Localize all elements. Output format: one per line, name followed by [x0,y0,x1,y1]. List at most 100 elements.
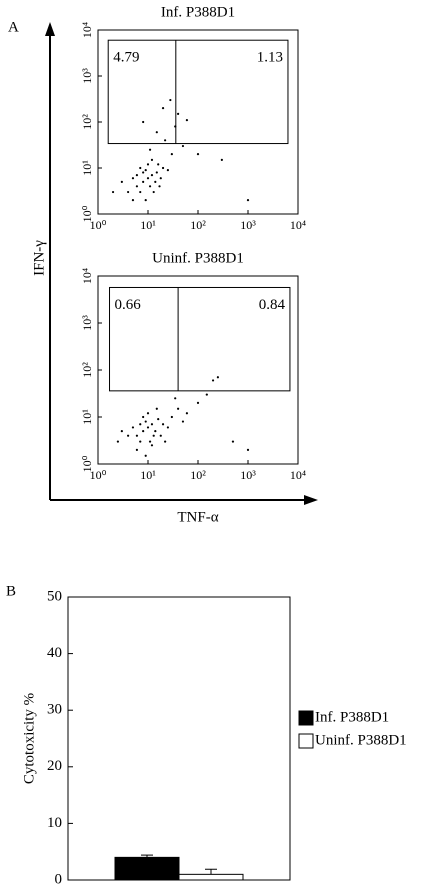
event-dot [148,148,152,151]
event-dot [131,177,135,180]
y-tick-label: 50 [47,588,62,604]
gate [109,286,291,392]
event-dot [246,199,250,202]
x-tick-label: 10⁰ [90,218,107,232]
event-dot [158,185,161,188]
x-tick-label: 10³ [240,468,256,482]
event-dot [135,448,139,451]
x-tick-label: 10³ [240,218,256,232]
event-dot [196,401,200,404]
event-dot [144,169,147,172]
plot-frame [67,596,291,881]
event-dot [116,440,119,443]
bar [114,856,180,881]
event-dot [146,426,150,429]
event-dot [170,153,173,156]
y-tick-label: 10⁰ [80,455,94,472]
y-tick-label: 10² [80,114,94,130]
y-tick-label: 30 [47,702,62,718]
event-dot [150,423,154,426]
event-dot [220,158,223,161]
event-dot [154,430,157,433]
x-tick-label: 10¹ [140,468,156,482]
event-dot [150,174,154,177]
panel-label: B [6,583,16,599]
y-tick-label: 10¹ [80,160,94,176]
y-tick-label: 10¹ [80,409,94,425]
event-dot [164,139,167,142]
y-axis-label: IFN-γ [31,240,47,276]
event-dot [181,420,185,423]
event-dot [148,185,152,188]
event-dot [142,171,145,174]
event-dot [157,418,160,421]
y-tick-label: 40 [47,645,62,661]
event-dot [177,407,180,410]
y-tick-label: 10² [80,362,94,378]
y-tick-label: 10⁰ [80,205,94,222]
event-dot [146,163,150,166]
x-tick-label: 10¹ [140,218,156,232]
event-dot [142,180,145,183]
event-dot [157,163,160,166]
event-dot [144,199,147,202]
quadrant-label: 1.13 [257,50,283,66]
event-dot [111,190,115,194]
quadrant-label: 0.66 [115,297,142,313]
x-tick-label: 10² [190,218,206,232]
x-axis-label: TNF-α [177,509,218,525]
arrow-head [45,22,55,36]
event-dot [135,174,139,177]
event-dot [216,376,219,379]
event-dot [164,440,167,443]
gate [107,39,289,145]
event-dot [120,180,123,183]
event-dot [146,177,150,180]
event-dot [166,169,169,172]
event-dot [177,112,180,115]
x-tick-label: 10⁴ [290,218,306,232]
x-tick-label: 10² [190,468,206,482]
panel-label: A [8,19,19,35]
event-dot [127,190,130,194]
y-tick-label: 10³ [80,315,94,331]
legend-swatch [298,710,314,726]
event-dot [231,440,235,443]
event-dot [211,379,215,382]
chart-title: Inf. P388D1 [161,4,235,20]
event-dot [139,423,142,426]
event-dot [150,444,154,447]
event-dot [185,412,189,415]
event-dot [131,199,135,202]
event-dot [154,180,157,183]
event-dot [144,420,147,423]
event-dot [155,131,158,134]
event-dot [196,153,200,156]
y-tick-label: 10⁴ [80,268,94,284]
event-dot [161,107,165,110]
y-tick-label: 10 [47,815,62,831]
legend-label: Uninf. P388D1 [315,732,407,748]
event-dot [159,177,162,180]
chart-title: Uninf. P388D1 [152,250,244,266]
event-dot [155,407,158,410]
event-dot [142,415,145,419]
event-dot [174,125,177,128]
event-dot [150,158,154,161]
event-dot [246,448,250,451]
event-dot [185,118,189,122]
event-dot [139,440,142,443]
event-dot [142,120,145,124]
quadrant-label: 0.84 [259,297,286,313]
event-dot [139,166,142,170]
x-tick-label: 10⁰ [90,468,107,482]
y-tick-label: 20 [47,758,62,774]
event-dot [131,426,135,429]
event-dot [144,454,147,457]
event-dot [146,412,150,415]
event-dot [161,423,165,426]
y-axis-label: Cytotoxicity % [21,693,37,784]
event-dot [120,430,123,433]
event-dot [205,393,208,396]
y-tick-label: 0 [55,871,63,887]
